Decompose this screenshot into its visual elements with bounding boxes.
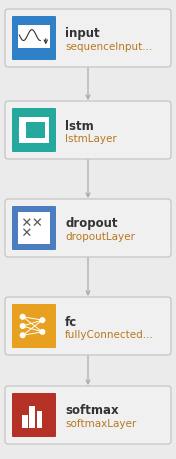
- Circle shape: [20, 333, 25, 337]
- FancyBboxPatch shape: [5, 386, 171, 444]
- Text: lstm: lstm: [65, 119, 94, 133]
- Text: dropout: dropout: [65, 218, 118, 230]
- FancyBboxPatch shape: [12, 108, 56, 152]
- Bar: [37, 411, 42, 428]
- Text: softmaxLayer: softmaxLayer: [65, 419, 136, 429]
- FancyBboxPatch shape: [12, 206, 56, 250]
- Circle shape: [20, 324, 25, 328]
- FancyBboxPatch shape: [12, 304, 56, 348]
- FancyBboxPatch shape: [19, 117, 49, 143]
- Circle shape: [20, 314, 25, 319]
- FancyBboxPatch shape: [5, 297, 171, 355]
- Circle shape: [40, 318, 45, 322]
- FancyBboxPatch shape: [18, 213, 49, 244]
- Text: sequenceInput...: sequenceInput...: [65, 42, 152, 52]
- Circle shape: [40, 330, 45, 334]
- Text: dropoutLayer: dropoutLayer: [65, 232, 135, 242]
- FancyBboxPatch shape: [5, 101, 171, 159]
- Bar: [29, 406, 35, 428]
- Text: fullyConnected...: fullyConnected...: [65, 330, 154, 340]
- FancyBboxPatch shape: [18, 25, 50, 48]
- Text: lstmLayer: lstmLayer: [65, 134, 117, 144]
- Text: fc: fc: [65, 315, 77, 329]
- Text: input: input: [65, 28, 100, 40]
- FancyBboxPatch shape: [5, 9, 171, 67]
- Text: softmax: softmax: [65, 404, 119, 418]
- FancyBboxPatch shape: [12, 16, 56, 60]
- FancyBboxPatch shape: [12, 393, 56, 437]
- FancyBboxPatch shape: [26, 122, 45, 138]
- Bar: [22, 415, 28, 428]
- FancyBboxPatch shape: [5, 199, 171, 257]
